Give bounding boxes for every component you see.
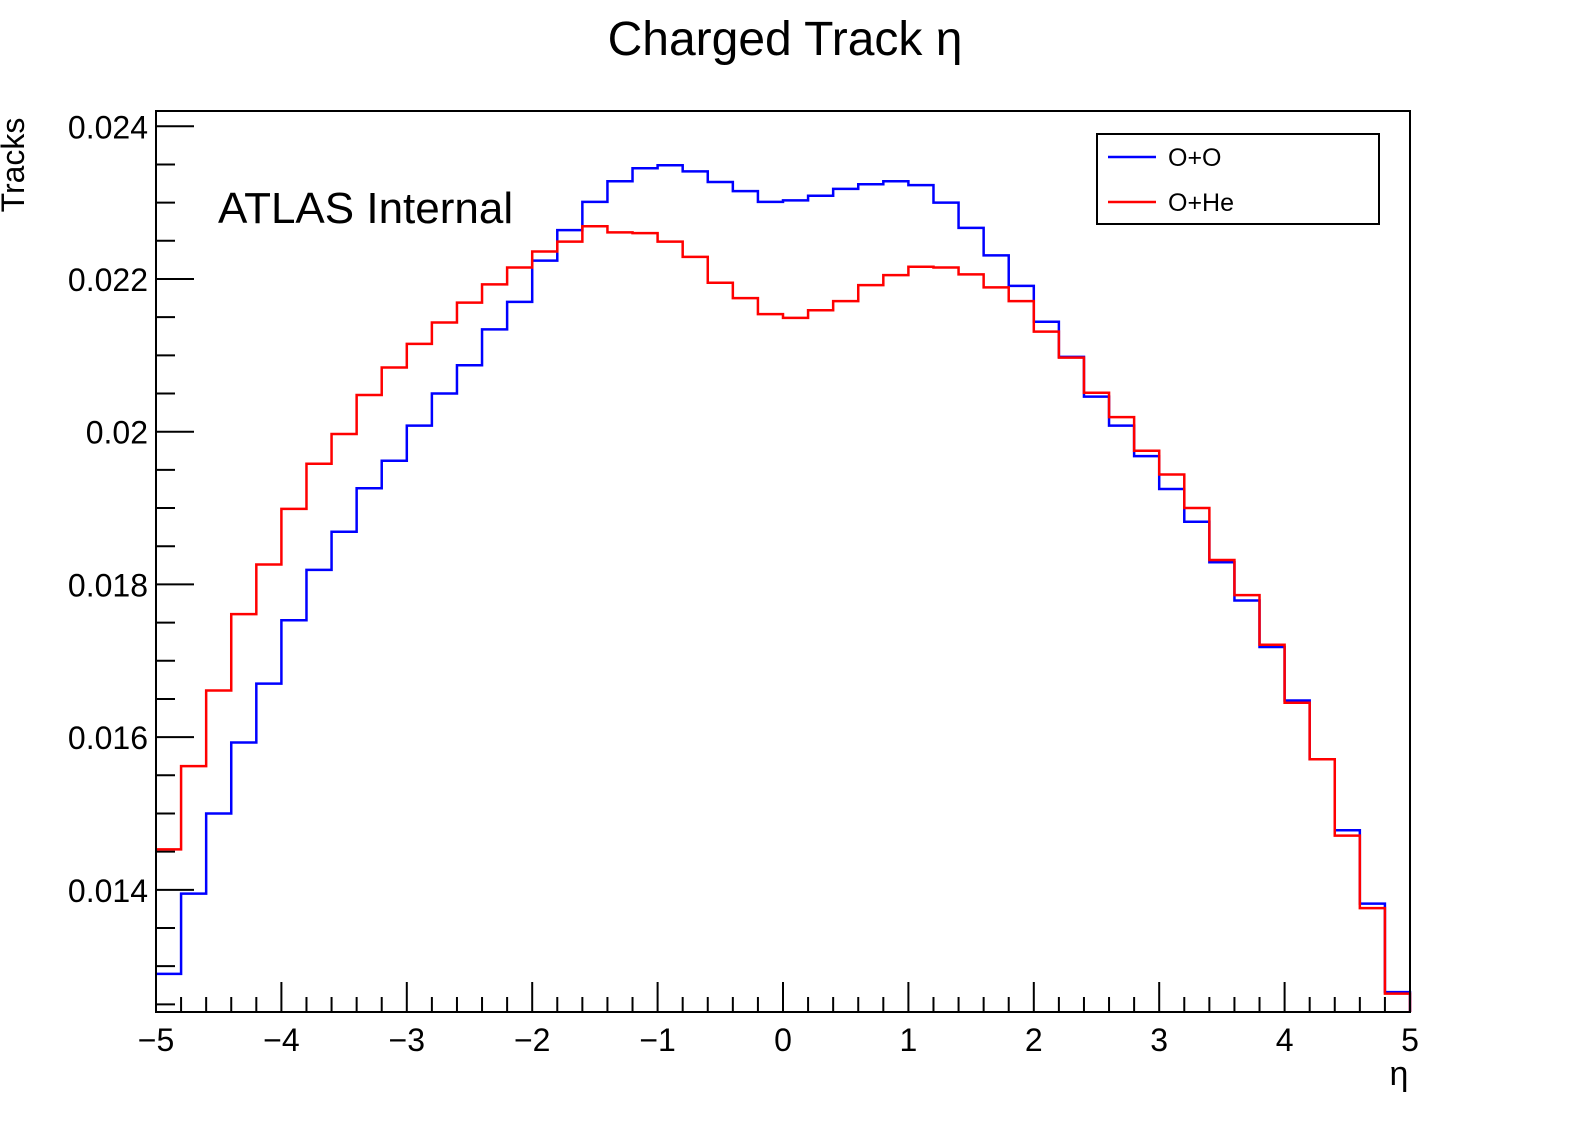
chart-title: Charged Track η bbox=[608, 13, 963, 66]
y-tick-label: 0.024 bbox=[68, 109, 148, 145]
legend-label-ohe: O+He bbox=[1168, 189, 1234, 217]
y-axis-label: Tracks bbox=[0, 118, 31, 213]
x-tick-label: −5 bbox=[138, 1022, 174, 1058]
x-tick-label: 2 bbox=[1025, 1022, 1043, 1058]
x-tick-label: −4 bbox=[263, 1022, 299, 1058]
y-tick-label: 0.014 bbox=[68, 873, 148, 909]
x-tick-label: 0 bbox=[774, 1022, 792, 1058]
legend-label-oo: O+O bbox=[1168, 144, 1222, 172]
y-tick-label: 0.018 bbox=[68, 567, 148, 603]
x-tick-label: 4 bbox=[1276, 1022, 1294, 1058]
series-layer bbox=[156, 163, 1412, 1012]
atlas-label: ATLAS Internal bbox=[218, 184, 513, 233]
x-tick-label: 1 bbox=[900, 1022, 918, 1058]
legend: O+O O+He bbox=[1096, 133, 1380, 225]
plot-frame bbox=[155, 110, 1411, 1013]
x-tick-label: −2 bbox=[514, 1022, 550, 1058]
x-tick-label: −1 bbox=[639, 1022, 675, 1058]
x-tick-label: −3 bbox=[389, 1022, 425, 1058]
x-tick-label: 3 bbox=[1150, 1022, 1168, 1058]
y-tick-label: 0.022 bbox=[68, 262, 148, 298]
legend-box bbox=[1096, 133, 1380, 225]
x-tick-label: 5 bbox=[1401, 1022, 1419, 1058]
x-axis-label: η bbox=[1390, 1055, 1409, 1093]
axis-layer: −5 −4 −3 −2 −1 0 1 2 3 4 5 0.014 0.016 0.018 0.02 0.022… bbox=[68, 109, 1419, 1058]
series-line-ohe bbox=[156, 225, 1412, 1012]
y-tick-label: 0.02 bbox=[86, 415, 148, 451]
y-tick-label: 0.016 bbox=[68, 720, 148, 756]
